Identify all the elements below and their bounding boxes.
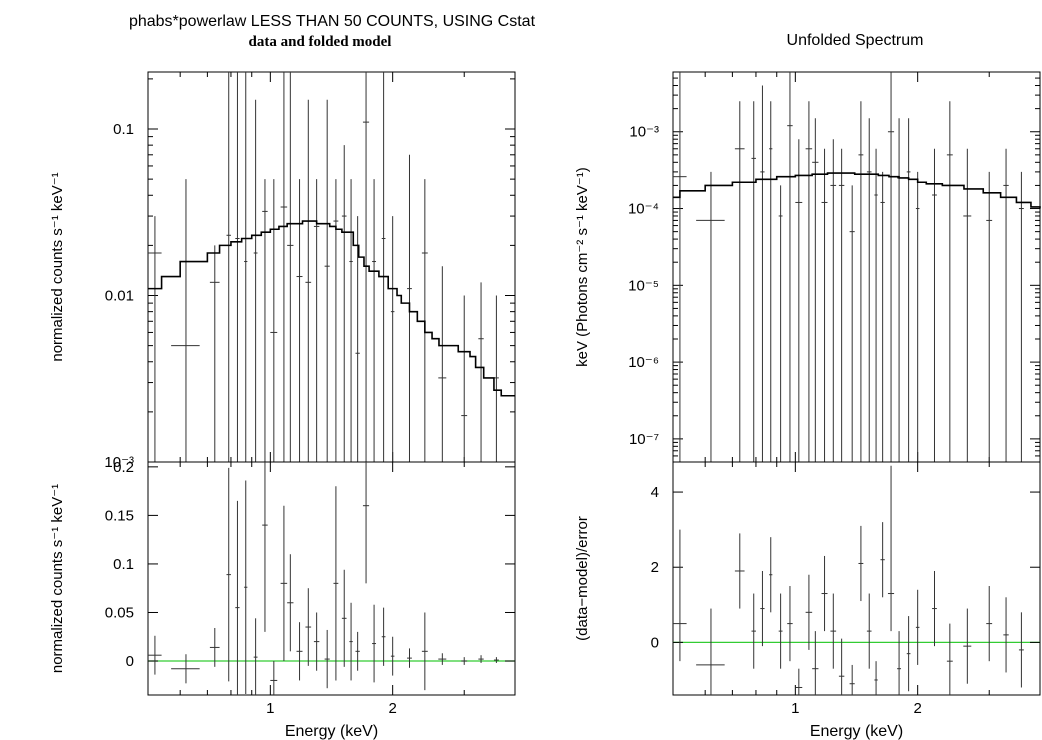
bottom-right-ylabel: (data−model)/error: [574, 516, 591, 641]
bottom-left-ytick-label: 0.1: [113, 556, 134, 573]
left-title: phabs*powerlaw LESS THAN 50 COUNTS, USIN…: [129, 13, 536, 30]
bottom-right-ytick-label: 4: [651, 484, 659, 501]
top-left-frame: [147, 71, 516, 463]
bottom-right-ytick-label: 0: [651, 634, 659, 651]
top-right-model-curve: [673, 172, 1041, 209]
bottom-left-panel: 0.2 0.15 0.1 0.05 0 1 2 Energy (keV) normalized …: [49, 459, 516, 740]
top-left-ylabel: normalized counts s⁻¹ keV⁻¹: [49, 172, 66, 361]
top-right-ytick-label: 10⁻⁵: [628, 277, 659, 294]
top-left-panel: 0.1 0.01 10⁻³ normalized counts s⁻¹ keV⁻¹: [49, 71, 516, 471]
top-left-ytick-label: 10⁻³: [104, 454, 134, 471]
top-right-panel: 10⁻³ 10⁻⁴ 10⁻⁵ 10⁻⁶ 10⁻⁷ keV (Photons cm⁻² s⁻…: [574, 71, 1041, 463]
top-right-frame: [672, 71, 1041, 463]
top-right-ytick-label: 10⁻⁶: [628, 354, 659, 371]
top-left-model-curve: [148, 220, 515, 397]
bottom-left-ytick-label: 0.15: [105, 507, 134, 524]
bottom-right-xlabel: Energy (keV): [810, 723, 903, 740]
top-left-ytick-label: 0.01: [105, 288, 134, 305]
top-right-ytick-label: 10⁻⁴: [628, 201, 659, 218]
top-right-ytick-label: 10⁻⁷: [629, 431, 659, 448]
bottom-right-xtick-label: 1: [791, 700, 799, 717]
bottom-right-ytick-label: 2: [651, 559, 659, 576]
bottom-left-frame: [147, 461, 516, 696]
bottom-left-xlabel: Energy (keV): [285, 723, 378, 740]
bottom-right-panel: 4 2 0 1 2 Energy (keV) (data−model)/error: [574, 461, 1041, 740]
top-left-ytick-label: 0.1: [113, 121, 134, 138]
bottom-left-xtick-label: 1: [266, 700, 274, 717]
right-title: Unfolded Spectrum: [787, 32, 924, 49]
top-right-ytick-label: 10⁻³: [629, 124, 659, 141]
bottom-left-ylabel: normalized counts s⁻¹ keV⁻¹: [49, 484, 66, 673]
top-right-ylabel: keV (Photons cm⁻² s⁻¹ keV⁻¹): [574, 167, 591, 367]
bottom-left-ytick-label: 0.05: [105, 604, 134, 621]
bottom-left-ytick-label: 0: [126, 653, 134, 670]
bottom-right-frame: [672, 461, 1041, 696]
bottom-left-ytick-label: 0.2: [113, 459, 134, 476]
bottom-left-xtick-label: 2: [388, 700, 396, 717]
bottom-right-xtick-label: 2: [913, 700, 921, 717]
left-subtitle: data and folded model: [249, 34, 392, 50]
